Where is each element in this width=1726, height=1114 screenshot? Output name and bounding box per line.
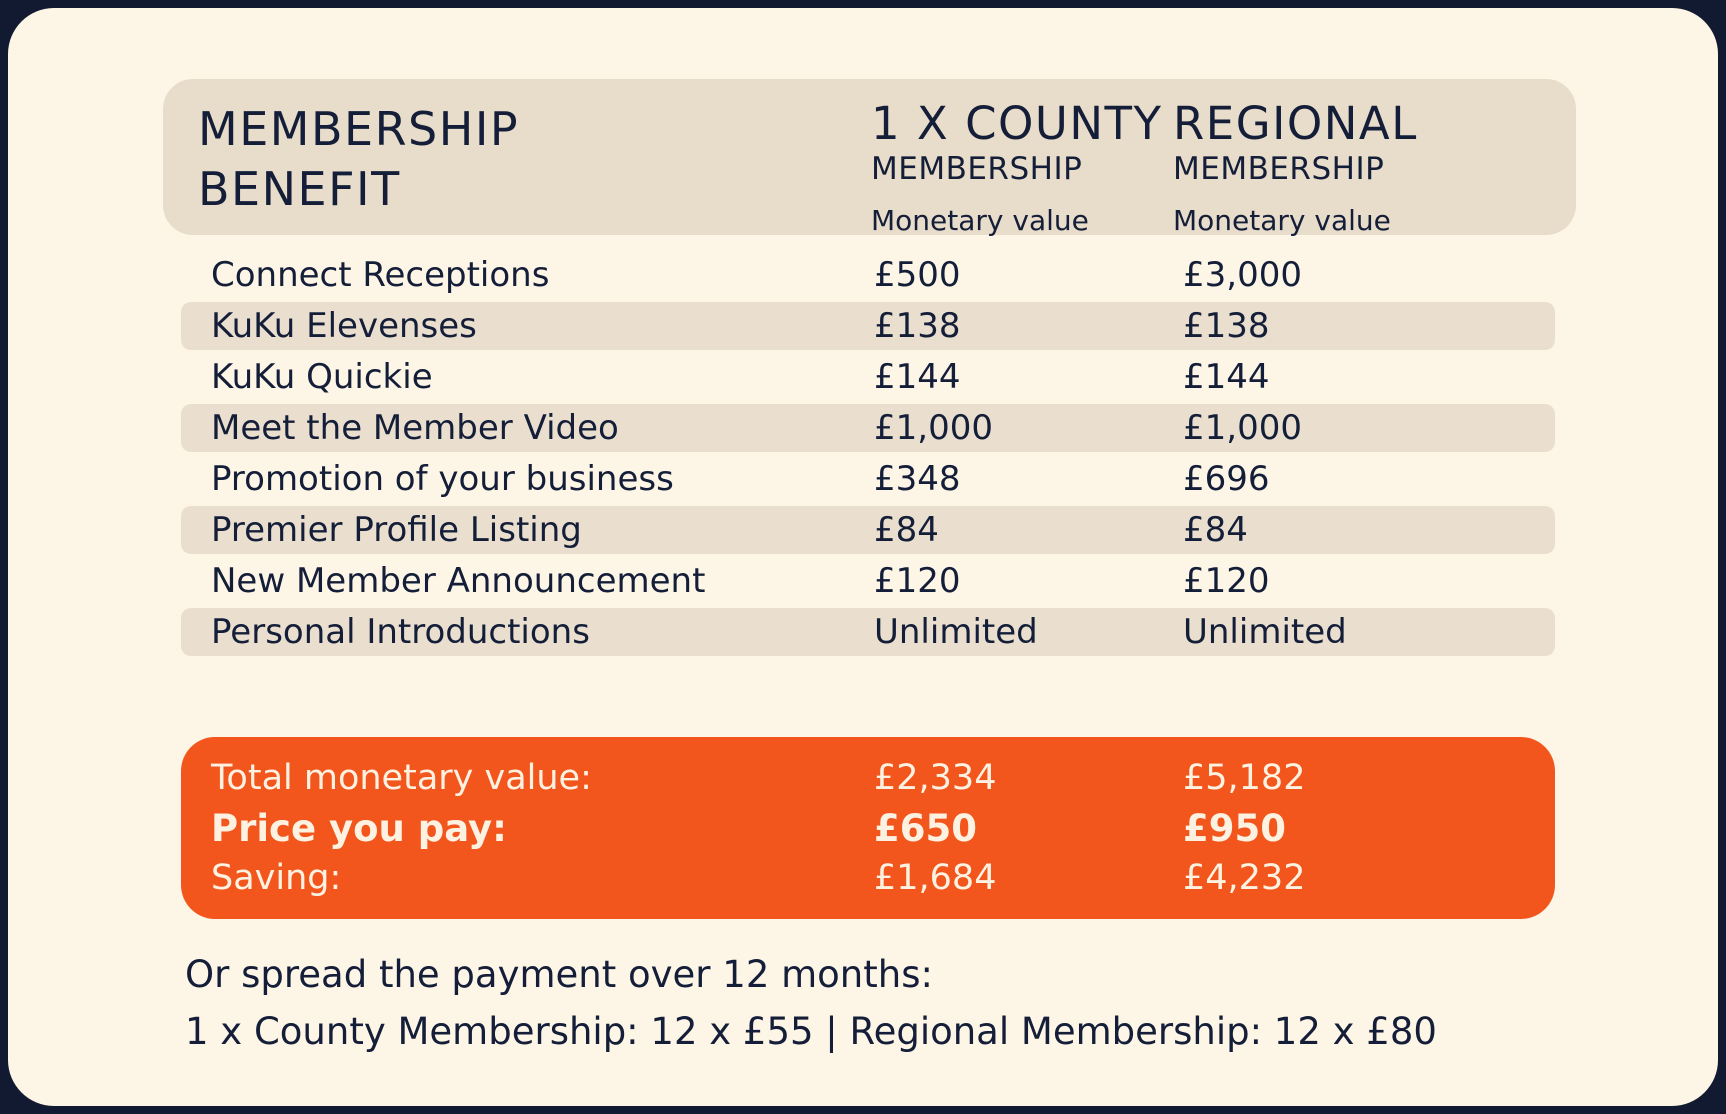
regional-value: £84 bbox=[1183, 510, 1248, 550]
county-value: £500 bbox=[874, 255, 961, 295]
summary-county-value: £1,684 bbox=[874, 858, 997, 898]
table-row: KuKu Elevenses £138 £138 bbox=[181, 302, 1555, 350]
summary-row-saving: Saving: £1,684 £4,232 bbox=[181, 853, 1555, 903]
payment-plan-note: Or spread the payment over 12 months: 1 … bbox=[185, 946, 1437, 1060]
pricing-card: MEMBERSHIP BENEFIT 1 X COUNTY MEMBERSHIP… bbox=[8, 8, 1718, 1106]
county-value: £1,000 bbox=[874, 408, 993, 448]
summary-regional-value: £5,182 bbox=[1183, 758, 1306, 798]
payment-plan-line2: 1 x County Membership: 12 x £55 | Region… bbox=[185, 1010, 1437, 1053]
regional-value: £138 bbox=[1183, 306, 1270, 346]
regional-value: £696 bbox=[1183, 459, 1270, 499]
benefit-name: KuKu Quickie bbox=[211, 357, 433, 397]
regional-column-title: REGIONAL bbox=[1173, 97, 1418, 150]
table-row: Premier Profile Listing £84 £84 bbox=[181, 506, 1555, 554]
regional-value: £120 bbox=[1183, 561, 1270, 601]
payment-plan-line1: Or spread the payment over 12 months: bbox=[185, 953, 933, 996]
benefit-name: Premier Profile Listing bbox=[211, 510, 582, 550]
table-header: MEMBERSHIP BENEFIT 1 X COUNTY MEMBERSHIP… bbox=[163, 79, 1576, 237]
county-value: £144 bbox=[874, 357, 961, 397]
benefit-name: Personal Introductions bbox=[211, 612, 590, 652]
regional-value: £144 bbox=[1183, 357, 1270, 397]
benefit-column-header: MEMBERSHIP BENEFIT bbox=[163, 79, 871, 237]
benefit-name: Connect Receptions bbox=[211, 255, 550, 295]
benefits-table: Connect Receptions £500 £3,000 KuKu Elev… bbox=[181, 248, 1555, 659]
table-row: Connect Receptions £500 £3,000 bbox=[181, 251, 1555, 299]
summary-row-price: Price you pay: £650 £950 bbox=[181, 803, 1555, 853]
county-column-title: 1 X COUNTY bbox=[871, 97, 1163, 150]
summary-panel: Total monetary value: £2,334 £5,182 Pric… bbox=[181, 737, 1555, 919]
county-column-note: Monetary value bbox=[871, 204, 1089, 237]
summary-regional-value: £4,232 bbox=[1183, 858, 1306, 898]
table-row: Promotion of your business £348 £696 bbox=[181, 455, 1555, 503]
regional-column-header: REGIONAL MEMBERSHIP Monetary value bbox=[1173, 79, 1576, 237]
regional-column-note: Monetary value bbox=[1173, 204, 1391, 237]
summary-label: Saving: bbox=[211, 858, 342, 898]
regional-value: Unlimited bbox=[1183, 612, 1347, 652]
table-row: Meet the Member Video £1,000 £1,000 bbox=[181, 404, 1555, 452]
county-column-subtitle: MEMBERSHIP bbox=[871, 151, 1083, 187]
table-row: KuKu Quickie £144 £144 bbox=[181, 353, 1555, 401]
regional-column-subtitle: MEMBERSHIP bbox=[1173, 151, 1385, 187]
county-value: £84 bbox=[874, 510, 939, 550]
summary-regional-value: £950 bbox=[1183, 806, 1286, 850]
county-value: Unlimited bbox=[874, 612, 1038, 652]
county-value: £138 bbox=[874, 306, 961, 346]
summary-county-value: £2,334 bbox=[874, 758, 997, 798]
regional-value: £3,000 bbox=[1183, 255, 1302, 295]
table-row: New Member Announcement £120 £120 bbox=[181, 557, 1555, 605]
benefit-name: Promotion of your business bbox=[211, 459, 674, 499]
county-value: £120 bbox=[874, 561, 961, 601]
summary-label: Total monetary value: bbox=[211, 758, 592, 798]
county-column-header: 1 X COUNTY MEMBERSHIP Monetary value bbox=[871, 79, 1173, 237]
regional-value: £1,000 bbox=[1183, 408, 1302, 448]
table-row: Personal Introductions Unlimited Unlimit… bbox=[181, 608, 1555, 656]
county-value: £348 bbox=[874, 459, 961, 499]
benefit-name: New Member Announcement bbox=[211, 561, 706, 601]
benefit-title-line2: BENEFIT bbox=[198, 162, 401, 216]
benefit-name: Meet the Member Video bbox=[211, 408, 619, 448]
summary-county-value: £650 bbox=[874, 806, 977, 850]
benefit-title-line1: MEMBERSHIP bbox=[198, 102, 520, 156]
summary-label: Price you pay: bbox=[211, 806, 507, 850]
summary-row-total: Total monetary value: £2,334 £5,182 bbox=[181, 753, 1555, 803]
benefit-name: KuKu Elevenses bbox=[211, 306, 477, 346]
